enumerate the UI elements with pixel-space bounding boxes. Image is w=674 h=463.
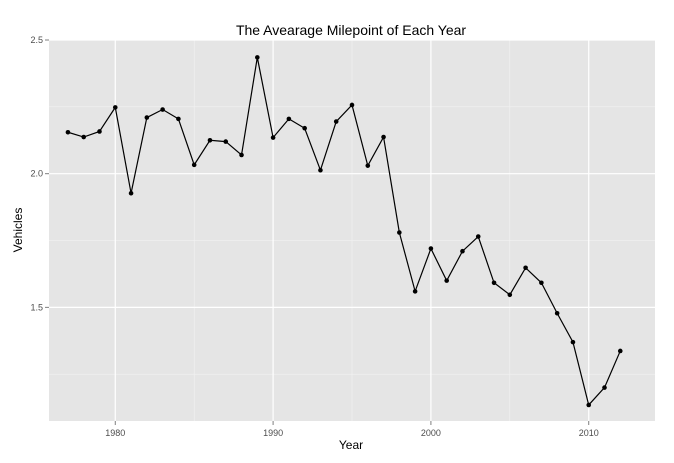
data-point bbox=[539, 280, 544, 286]
data-point bbox=[428, 246, 434, 251]
data-point bbox=[333, 119, 339, 124]
y-tick-label: 2.0 bbox=[30, 169, 43, 179]
series-line bbox=[67, 57, 621, 407]
series-points bbox=[65, 55, 623, 408]
data-point bbox=[570, 339, 576, 345]
x-tick-label: 2010 bbox=[579, 428, 599, 438]
data-point bbox=[381, 134, 386, 140]
data-point bbox=[602, 385, 607, 390]
data-point bbox=[523, 265, 528, 271]
data-point bbox=[365, 163, 371, 168]
data-point bbox=[302, 125, 307, 131]
data-point bbox=[191, 162, 197, 168]
data-point bbox=[239, 152, 244, 158]
data-point bbox=[349, 102, 355, 108]
data-point bbox=[491, 280, 497, 286]
data-point bbox=[81, 134, 87, 140]
data-point bbox=[144, 115, 150, 120]
data-point bbox=[128, 190, 134, 196]
data-point bbox=[444, 278, 449, 283]
data-point bbox=[286, 116, 292, 122]
data-point bbox=[586, 402, 592, 408]
data-point bbox=[617, 348, 623, 354]
data-point bbox=[255, 55, 260, 60]
x-tick-label: 2000 bbox=[421, 428, 441, 438]
x-tick-label: 1980 bbox=[105, 428, 125, 438]
data-point bbox=[397, 230, 402, 235]
data-point bbox=[475, 234, 481, 239]
data-point bbox=[160, 107, 165, 112]
data-point bbox=[460, 248, 465, 254]
data-point bbox=[554, 310, 560, 316]
data-point bbox=[412, 289, 418, 294]
data-point bbox=[270, 135, 276, 140]
data-point bbox=[223, 139, 229, 144]
x-tick-label: 1990 bbox=[263, 428, 283, 438]
y-tick-label: 2.5 bbox=[30, 35, 43, 45]
data-point bbox=[97, 129, 102, 134]
y-tick-label: 1.5 bbox=[30, 302, 43, 312]
data-point bbox=[207, 137, 213, 143]
data-point bbox=[176, 116, 181, 122]
data-point bbox=[112, 105, 118, 110]
axis-ticks: 1980 1990 2000 2010 1.5 2.0 2.5 bbox=[30, 35, 598, 438]
data-point bbox=[318, 167, 323, 173]
y-axis-title: Vehicles bbox=[11, 208, 25, 253]
x-axis-title: Year bbox=[339, 438, 363, 452]
chart-title: The Avearage Milepoint of Each Year bbox=[236, 22, 466, 38]
data-point bbox=[65, 129, 71, 135]
data-point bbox=[507, 292, 513, 298]
